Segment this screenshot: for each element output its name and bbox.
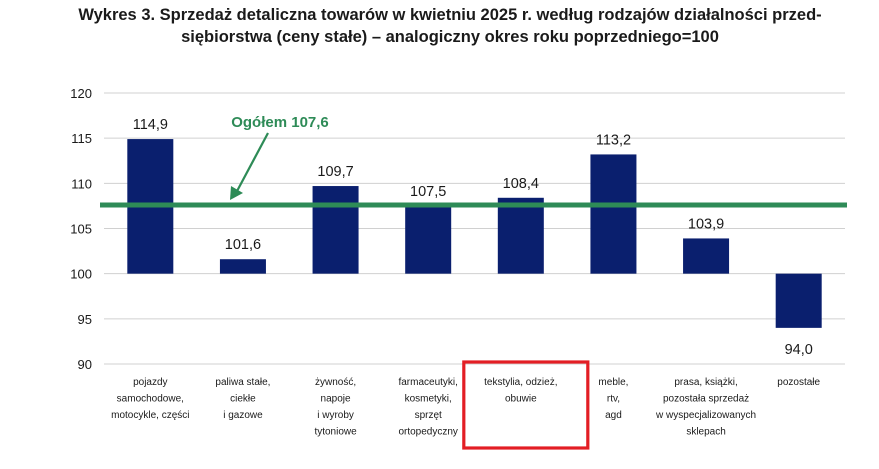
data-label: 114,9 [133,117,168,133]
y-tick-label: 120 [70,86,92,101]
category-label: sklepach [686,427,725,438]
data-label: 94,0 [785,342,813,358]
category-label: kosmetyki, [405,394,452,405]
category-label: farmaceutyki, [398,377,457,388]
y-tick-label: 115 [71,131,92,146]
y-tick-label: 90 [78,357,92,372]
bar-4 [497,197,544,274]
chart-title: Wykres 3. Sprzedaż detaliczna towarów w … [40,4,860,48]
bar-6 [683,238,730,274]
y-tick-label: 95 [78,312,92,327]
data-label: 113,2 [596,132,631,148]
category-label: samochodowe, [117,394,184,405]
data-label: 107,5 [410,184,446,200]
category-label: ortopedyczny [398,427,457,438]
category-label: motocykle, części [111,410,189,421]
category-label: napoje [321,394,351,405]
chart-title-line-1: Wykres 3. Sprzedaż detaliczna towarów w … [78,6,822,24]
category-label: prasa, książki, [674,377,737,388]
data-label: 108,4 [503,176,539,192]
category-label: rtv, [607,394,620,405]
category-label: w wyspecjalizowanych [655,410,756,421]
reference-line-label: Ogółem 107,6 [231,114,329,131]
category-label: tytoniowe [314,427,357,438]
category-label: paliwa stałe, [215,377,270,388]
category-label: pojazdy [133,377,167,388]
y-tick-label: 105 [70,222,92,237]
reference-arrow-head [230,186,243,201]
category-label: meble, [598,377,628,388]
category-label: obuwie [505,394,537,405]
bar-5 [590,154,637,274]
category-label: żywność, [315,377,356,388]
chart-title-line-2: siębiorstwa (ceny stałe) – analogiczny o… [181,28,719,46]
highlight-box [462,360,590,450]
bar-3 [405,205,452,274]
category-label: pozostałe [777,377,820,388]
data-label: 109,7 [317,164,353,180]
category-label: pozostała sprzedaż [663,394,749,405]
category-label: sprzęt [415,410,442,421]
bar-7 [775,273,822,328]
data-label: 103,9 [688,216,724,232]
y-tick-label: 110 [71,176,92,191]
category-label: ciekłe [230,394,256,405]
bar-1 [219,259,266,274]
data-label: 101,6 [225,237,261,253]
category-label: i wyroby [317,410,354,421]
category-label: i gazowe [223,410,263,421]
bar-2 [312,186,359,274]
y-tick-label: 100 [70,267,92,282]
category-label: tekstylia, odzież, [484,377,557,388]
reference-arrow-shaft [235,132,269,194]
category-label: agd [605,410,622,421]
